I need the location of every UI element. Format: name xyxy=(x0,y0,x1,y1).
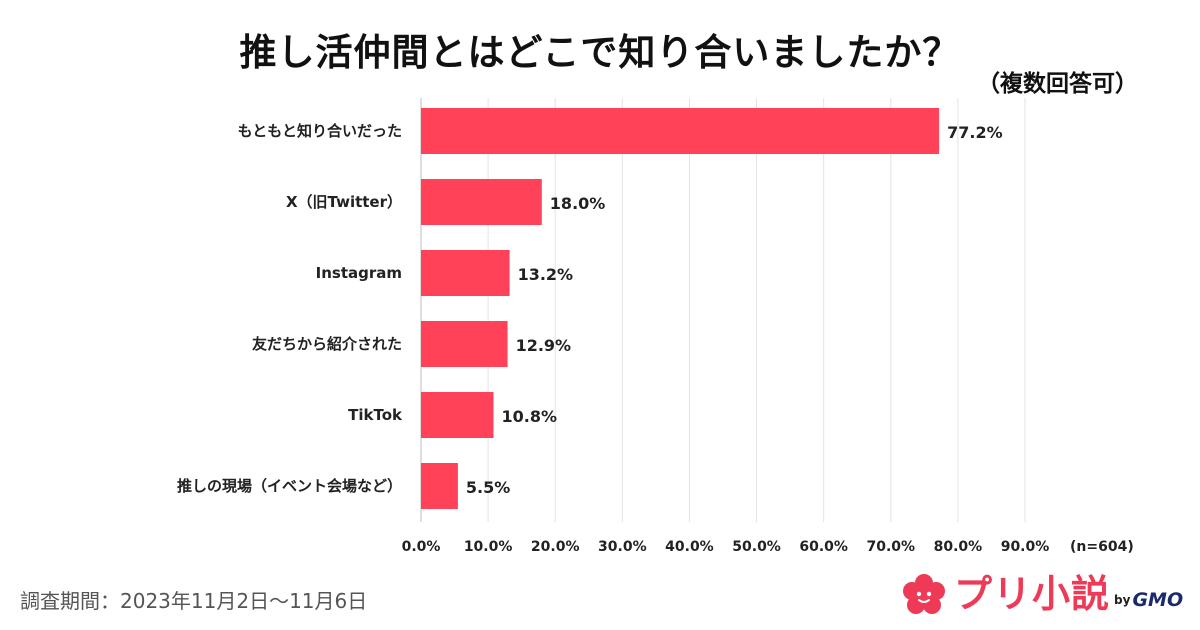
value-label: 18.0% xyxy=(550,194,606,213)
category-label: X（旧Twitter） xyxy=(286,193,402,211)
bar xyxy=(421,463,458,509)
flower-logo-icon xyxy=(903,574,945,614)
value-label: 13.2% xyxy=(518,265,574,284)
x-tick-label: 50.0% xyxy=(732,539,781,555)
chart-subtitle: （複数回答可） xyxy=(977,71,1138,97)
value-label: 12.9% xyxy=(516,336,572,355)
survey-period-note: 調査期間：2023年11月2日〜11月6日 xyxy=(20,589,368,613)
category-label: もともと知り合いだった xyxy=(238,122,402,140)
brand-company: GMO xyxy=(1132,589,1184,611)
brand-by: by xyxy=(1114,593,1131,607)
x-tick-label: 60.0% xyxy=(799,539,848,555)
bar xyxy=(421,250,510,296)
x-tick-label: 20.0% xyxy=(531,539,580,555)
x-tick-label: 90.0% xyxy=(1001,539,1050,555)
bar xyxy=(421,392,494,438)
x-tick-label: 70.0% xyxy=(866,539,915,555)
category-label: Instagram xyxy=(316,264,402,282)
value-label: 5.5% xyxy=(466,478,510,497)
chart-title: 推し活仲間とはどこで知り合いましたか？ xyxy=(239,31,961,74)
bar xyxy=(421,108,940,154)
sample-size-label: (n=604) xyxy=(1070,539,1134,555)
value-label: 10.8% xyxy=(501,407,557,426)
category-label: 推しの現場（イベント会場など） xyxy=(177,477,402,495)
category-label: 友だちから紹介された xyxy=(252,335,402,353)
brand-logo[interactable]: プリ小説 by GMO xyxy=(900,563,1183,619)
x-tick-label: 10.0% xyxy=(464,539,513,555)
x-tick-label: 80.0% xyxy=(934,539,983,555)
x-tick-label: 30.0% xyxy=(598,539,647,555)
value-label: 77.2% xyxy=(947,123,1003,142)
bar xyxy=(421,321,508,367)
category-label: TikTok xyxy=(348,406,403,424)
x-tick-label: 40.0% xyxy=(665,539,714,555)
brand-name: プリ小説 xyxy=(954,572,1111,616)
bar xyxy=(421,179,542,225)
x-tick-label: 0.0% xyxy=(402,539,441,555)
